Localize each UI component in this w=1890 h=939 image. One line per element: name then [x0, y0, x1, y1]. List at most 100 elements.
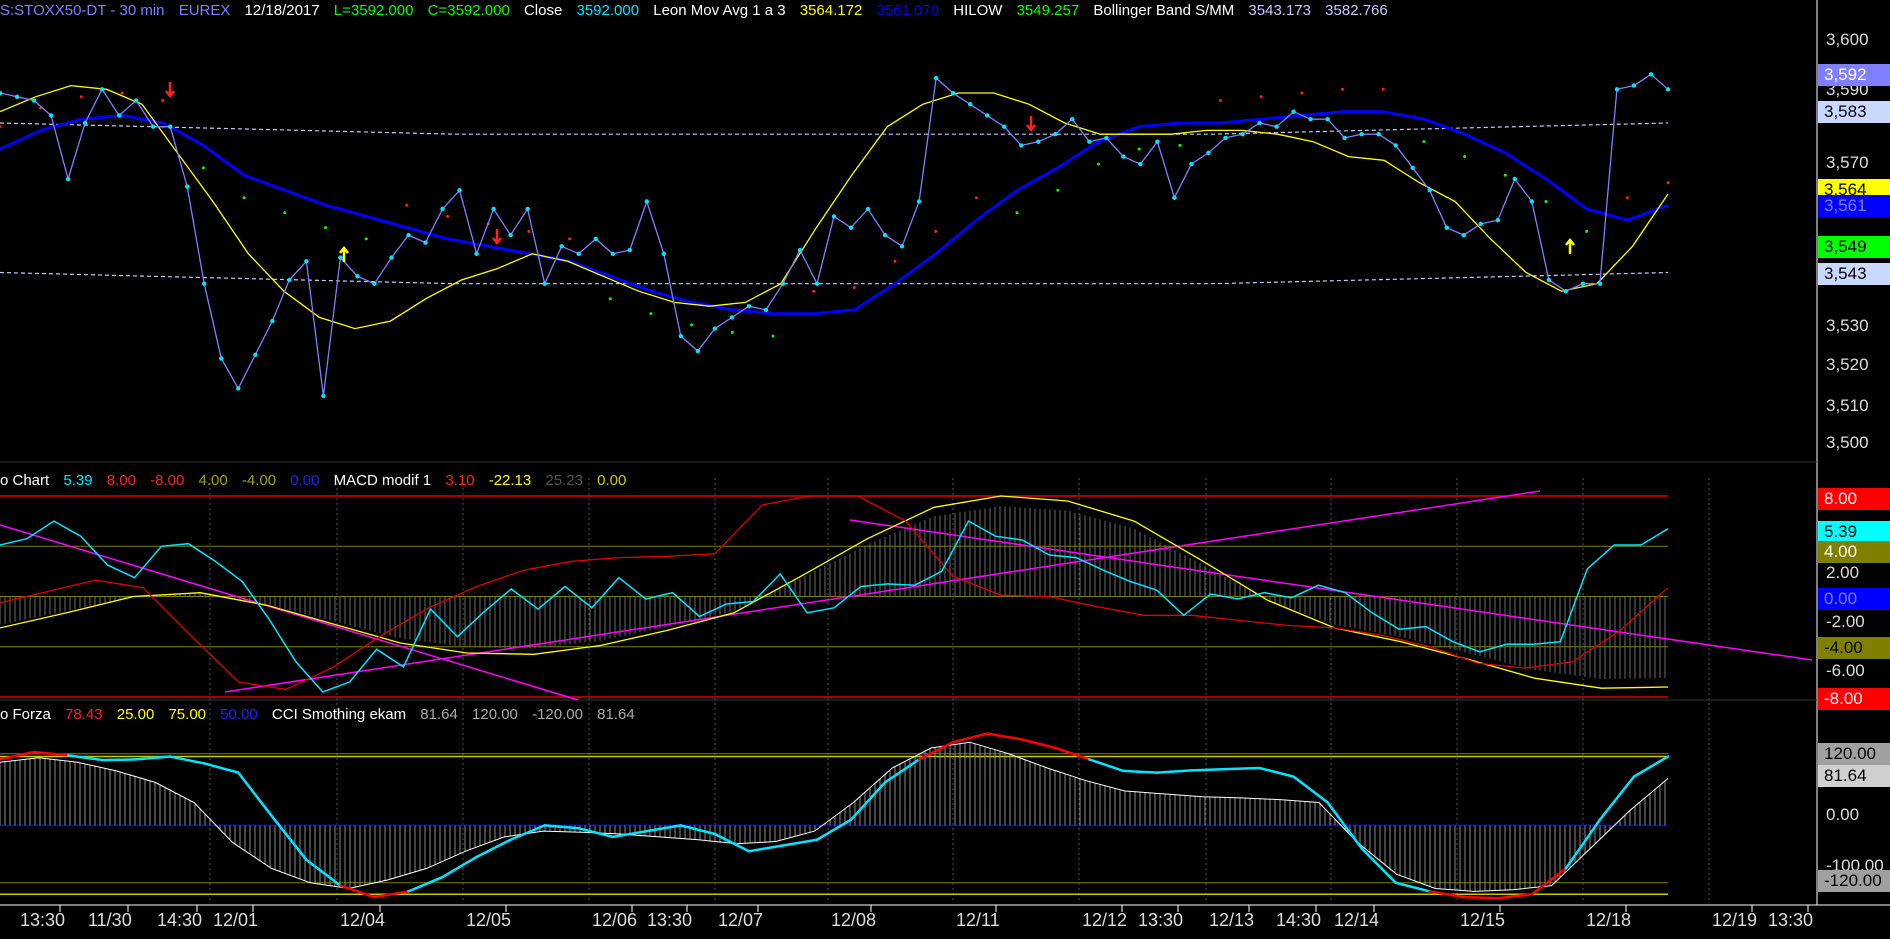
- stop-dot: [405, 203, 409, 207]
- cci-panel-header: o Forza 78.43 25.00 75.00 50.00 CCI Smot…: [0, 704, 645, 726]
- x-axis-label: 13:30: [1768, 910, 1814, 930]
- boll-low-value: 3543.173: [1248, 2, 1311, 19]
- close-price-point: [763, 307, 769, 313]
- close-price-point: [644, 199, 649, 204]
- close-price-point: [1444, 225, 1449, 230]
- trendline: [0, 524, 579, 701]
- stop-dot: [364, 237, 368, 241]
- close-price-point: [559, 244, 564, 249]
- macd-v9: 25.23: [545, 472, 583, 489]
- forza-line-segment: [713, 832, 751, 853]
- close-price-point: [1580, 281, 1586, 286]
- forza-line-segment: [1019, 738, 1057, 750]
- stop-dot: [201, 166, 205, 170]
- close-price-point: [65, 176, 71, 182]
- close-price-point: [99, 87, 105, 92]
- close-eq-label: C=3592.000: [427, 2, 510, 19]
- stop-dot: [1381, 87, 1385, 91]
- forza-line-segment: [475, 838, 512, 859]
- stop-dot: [649, 312, 653, 316]
- stop-dot: [527, 229, 531, 233]
- close-price-point: [695, 348, 701, 354]
- macd-line: [0, 495, 1669, 691]
- close-price-point: [729, 315, 735, 320]
- macd-tag-minus4: -4.00: [1818, 637, 1890, 659]
- stop-dot: [771, 334, 775, 338]
- close-price-point: [236, 386, 241, 391]
- trendline: [224, 490, 1541, 693]
- forza-line-segment: [66, 754, 104, 762]
- close-price-point: [150, 124, 156, 129]
- close-price-point: [593, 236, 598, 242]
- close-price-point: [967, 102, 973, 107]
- forza-line-segment: [577, 827, 614, 839]
- x-axis-label: 12/14: [1334, 910, 1380, 930]
- close-price-point: [31, 98, 37, 103]
- forza-line-segment: [1564, 818, 1602, 870]
- sell-arrow-icon: [1026, 116, 1036, 133]
- close-price-point: [440, 206, 445, 212]
- leon-value: 3564.172: [799, 2, 863, 19]
- boll-high-value: 3582.766: [1325, 2, 1388, 19]
- macd-axis-label: 2.00: [1826, 563, 1860, 582]
- close-price-point: [1597, 281, 1603, 286]
- hilow-line: [0, 110, 1669, 316]
- close-price-point: [1665, 87, 1671, 92]
- forza-line-segment: [305, 858, 342, 887]
- oscillator-line: [0, 520, 1669, 693]
- x-axis-label: 12/04: [340, 910, 386, 930]
- close-price-point: [610, 251, 615, 257]
- forza-line-segment: [951, 732, 989, 744]
- leon-ma-line: [0, 84, 1669, 330]
- cci-v4: 50.00: [220, 706, 258, 723]
- sell-arrow-icon: [492, 229, 502, 246]
- macd-v2: 8.00: [106, 472, 136, 489]
- stop-dot: [161, 99, 165, 103]
- close-price-point: [1614, 87, 1620, 92]
- forza-line-segment: [1190, 767, 1227, 772]
- forza-line-segment: [1496, 893, 1534, 900]
- stop-dot: [1218, 99, 1222, 103]
- close-price-point: [338, 255, 343, 260]
- close-price-point: [1631, 83, 1637, 88]
- close-price-point: [508, 232, 513, 238]
- close-price-point: [933, 75, 939, 81]
- forza-line-segment: [611, 829, 649, 839]
- close-price-point: [14, 94, 20, 99]
- forza-line-segment: [373, 890, 410, 899]
- macd-axis-label: -6.00: [1826, 661, 1865, 680]
- price-panel-header: S:STOXX50-DT - 30 min EUREX 12/18/2017 L…: [0, 0, 1398, 22]
- cci-label-1: o Forza: [0, 706, 51, 723]
- close-price-point: [355, 274, 360, 279]
- x-axis-label: 13:30: [647, 910, 693, 930]
- close-price-point: [406, 232, 411, 238]
- cci-v1: 78.43: [65, 706, 103, 723]
- stop-dot: [1666, 181, 1670, 185]
- forza-line-segment: [1156, 769, 1193, 774]
- stop-dot: [1178, 143, 1182, 147]
- stop-dot: [812, 289, 816, 293]
- hilow-pre-value: 3561.070: [876, 2, 940, 19]
- macd-axis-label: -2.00: [1826, 612, 1865, 631]
- close-price-point: [1002, 124, 1007, 129]
- buy-arrow-icon: [1565, 237, 1575, 254]
- close-price-point: [950, 90, 956, 96]
- cci-v8: 81.64: [597, 706, 635, 723]
- forza-line-segment: [1326, 801, 1363, 850]
- close-price-point: [1376, 131, 1381, 137]
- forza-line-segment: [815, 818, 853, 842]
- close-price-point: [1087, 139, 1092, 144]
- macd-tag-4: 4.00: [1818, 541, 1890, 563]
- close-price-point: [882, 232, 888, 238]
- close-price-point: [1393, 143, 1398, 148]
- x-axis-label: 12/08: [831, 910, 877, 930]
- macd-v1: 5.39: [63, 472, 93, 489]
- stop-dot: [1625, 196, 1629, 200]
- forza-line-segment: [1054, 746, 1091, 761]
- forza-line-segment: [1122, 769, 1159, 774]
- close-price-point: [185, 184, 190, 189]
- forza-line-segment: [917, 740, 955, 761]
- forza-line-segment: [1632, 755, 1670, 778]
- stop-dot: [690, 323, 694, 327]
- close-price-point: [1206, 150, 1211, 156]
